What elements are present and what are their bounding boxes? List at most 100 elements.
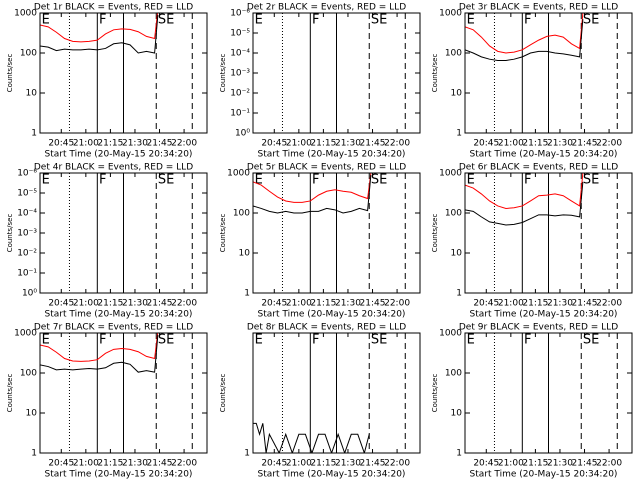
y-axis-label: Counts/sec <box>6 374 14 413</box>
x-tick-label: 21:15 <box>310 459 336 469</box>
x-axis-label: Start Time (20-May-15 20:34:20) <box>45 310 193 320</box>
y-tick-label: 10⁰ <box>235 129 250 139</box>
x-tick-label: 21:30 <box>547 139 573 149</box>
y-tick-label: 10⁻⁴ <box>230 49 250 59</box>
y-axis-label: Counts/sec <box>431 374 439 413</box>
phase-label: SE <box>371 13 387 28</box>
phase-label: E <box>467 333 475 348</box>
x-tick-label: 21:30 <box>547 299 573 309</box>
x-tick-label: 21:45 <box>147 299 173 309</box>
phase-label: F <box>99 13 106 28</box>
phase-label: F <box>524 173 531 188</box>
y-tick-label: 10 <box>451 409 463 419</box>
x-tick-label: 21:00 <box>498 459 524 469</box>
y-tick-label: 10 <box>26 89 38 99</box>
x-tick-label: 20:45 <box>473 299 499 309</box>
x-tick-label: 22:00 <box>171 299 197 309</box>
y-axis-label: Counts/sec <box>219 54 227 93</box>
y-tick-label: 10⁻³ <box>17 229 37 239</box>
y-tick-label: 1 <box>456 289 462 299</box>
y-tick-label: 10⁻⁶ <box>17 169 37 179</box>
y-tick-label: 1000 <box>14 9 37 19</box>
x-tick-label: 20:45 <box>48 459 74 469</box>
y-tick-label: 10⁻³ <box>230 69 250 79</box>
chart-title: Det 6r BLACK = Events, RED = LLD <box>459 163 618 173</box>
y-tick-label: 100 <box>20 49 37 59</box>
plot-frame <box>39 12 208 134</box>
y-tick-label: 1 <box>31 129 37 139</box>
plot-frame <box>464 12 633 134</box>
plot-area <box>465 173 584 226</box>
y-axis-label: Counts/sec <box>219 374 227 413</box>
x-tick-label: 21:30 <box>335 139 361 149</box>
plot-frame <box>464 172 633 294</box>
x-tick-label: 22:00 <box>596 459 622 469</box>
x-tick-label: 22:00 <box>596 139 622 149</box>
plot-area <box>40 13 159 54</box>
x-tick-label: 21:45 <box>572 459 598 469</box>
y-tick-label: 1 <box>244 449 250 459</box>
y-tick-label: 100 <box>445 209 462 219</box>
x-tick-label: 21:15 <box>97 139 123 149</box>
chart-title: Det 3r BLACK = Events, RED = LLD <box>459 3 618 13</box>
x-tick-label: 21:15 <box>310 139 336 149</box>
phase-label: SE <box>583 173 599 188</box>
plot-frame <box>464 332 633 454</box>
plot-frame <box>39 172 208 294</box>
phase-label: F <box>524 333 531 348</box>
y-tick-label: 1000 <box>439 329 462 339</box>
chart-title: Det 1r BLACK = Events, RED = LLD <box>34 3 193 13</box>
x-tick-label: 20:45 <box>261 139 287 149</box>
x-tick-label: 22:00 <box>384 459 410 469</box>
phase-label: F <box>312 13 319 28</box>
y-tick-label: 10⁻⁶ <box>230 9 250 19</box>
y-tick-label: 1 <box>31 449 37 459</box>
y-tick-label: 1000 <box>14 329 37 339</box>
x-tick-label: 21:00 <box>73 459 99 469</box>
y-tick-label: 10⁻¹ <box>230 109 250 119</box>
y-axis-label: Counts/sec <box>6 214 14 253</box>
y-tick-label: 10⁻⁵ <box>17 189 37 199</box>
x-axis-label: Start Time (20-May-15 20:34:20) <box>258 470 406 480</box>
x-tick-label: 21:00 <box>498 299 524 309</box>
x-tick-label: 20:45 <box>48 299 74 309</box>
phase-label: F <box>312 173 319 188</box>
x-tick-label: 21:15 <box>97 459 123 469</box>
y-tick-label: 10 <box>451 249 463 259</box>
y-axis-label: Counts/sec <box>431 54 439 93</box>
x-axis-label: Start Time (20-May-15 20:34:20) <box>45 470 193 480</box>
x-tick-label: 21:45 <box>360 299 386 309</box>
phase-label: F <box>524 13 531 28</box>
y-tick-label: 100 <box>445 49 462 59</box>
series-line <box>253 422 370 453</box>
y-tick-label: 1 <box>456 129 462 139</box>
plot-frame <box>252 332 421 454</box>
y-tick-label: 1 <box>244 289 250 299</box>
series-line <box>253 173 372 203</box>
phase-label: SE <box>583 333 599 348</box>
series-line <box>40 13 159 43</box>
x-tick-label: 21:30 <box>335 459 361 469</box>
y-tick-label: 1000 <box>227 169 250 179</box>
x-axis-label: Start Time (20-May-15 20:34:20) <box>470 310 618 320</box>
x-tick-label: 21:15 <box>310 299 336 309</box>
phase-label: SE <box>371 333 387 348</box>
phase-label: SE <box>158 173 174 188</box>
series-line <box>465 173 584 209</box>
x-tick-label: 21:45 <box>360 139 386 149</box>
x-tick-label: 21:30 <box>547 459 573 469</box>
x-tick-label: 21:00 <box>73 299 99 309</box>
x-tick-label: 21:00 <box>286 299 312 309</box>
phase-label: E <box>255 13 263 28</box>
x-tick-label: 22:00 <box>171 139 197 149</box>
series-line <box>465 181 584 226</box>
y-tick-label: 10⁻² <box>17 249 37 259</box>
chart-title: Det 7r BLACK = Events, RED = LLD <box>34 323 193 333</box>
phase-label: E <box>42 333 50 348</box>
series-line <box>40 333 159 362</box>
plot-area <box>253 422 370 453</box>
x-tick-label: 21:15 <box>97 299 123 309</box>
phase-label: F <box>99 173 106 188</box>
chart-title: Det 8r BLACK = Events, RED = LLD <box>247 323 406 333</box>
x-tick-label: 20:45 <box>261 299 287 309</box>
